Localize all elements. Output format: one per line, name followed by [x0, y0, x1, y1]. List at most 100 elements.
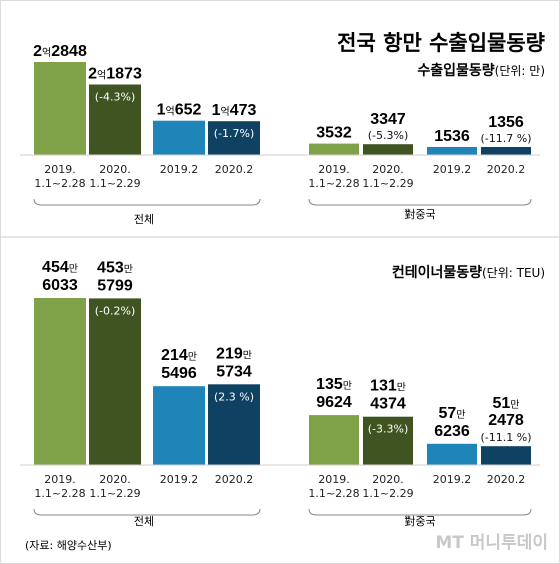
- group-bracket: [308, 198, 532, 206]
- value-label: 3347: [370, 111, 406, 128]
- value-label-part: 51: [493, 395, 511, 412]
- value-label-unit: 만: [124, 263, 133, 275]
- value-label-unit: 억: [166, 106, 175, 118]
- category-label-line: 2019.: [318, 163, 350, 176]
- main-title: 전국 항만 수출입물동량: [337, 31, 545, 55]
- category-label: 2019.2: [160, 473, 199, 486]
- value-label-top: 453만: [97, 259, 133, 276]
- value-label-top: 57만: [439, 405, 466, 422]
- category-label: 2019. 1.1~2.28: [34, 163, 85, 190]
- value-label-top: 454만: [42, 259, 78, 276]
- value-label-bottom: 5496: [161, 365, 197, 382]
- value-label-unit: 만: [397, 382, 406, 394]
- bar: [481, 446, 531, 465]
- value-label: 1536: [434, 128, 470, 145]
- category-label-line: 2019.2: [160, 473, 199, 486]
- bar: [89, 298, 141, 465]
- bar: [208, 384, 260, 465]
- value-label-part: 453: [97, 259, 124, 276]
- value-label-bottom: 9624: [316, 394, 352, 411]
- category-label: 2020. 1.1~2.29: [362, 473, 413, 500]
- value-label-unit: 만: [456, 409, 465, 421]
- value-label-top: 51만: [493, 395, 520, 412]
- category-label: 2020. 1.1~2.29: [89, 163, 140, 190]
- category-label-line: 2020.2: [487, 473, 526, 486]
- value-label-part: 57: [439, 405, 457, 422]
- bar: [427, 147, 477, 155]
- value-label-unit: 만: [343, 380, 352, 392]
- bar: [427, 443, 477, 465]
- bar: [34, 62, 86, 155]
- value-label-part: 1: [212, 102, 221, 119]
- value-label-top: 131만: [370, 378, 406, 395]
- group-bracket: [33, 508, 261, 516]
- source-note: (자료: 해양수산부): [25, 538, 112, 552]
- value-label-part: 454: [42, 259, 69, 276]
- value-label: 3532: [316, 125, 352, 142]
- category-label-line: 2019.: [44, 473, 76, 486]
- bar: [153, 120, 205, 155]
- category-label-line: 1.1~2.28: [308, 487, 359, 500]
- value-label-unit: 만: [243, 349, 252, 361]
- value-label-unit: 만: [510, 399, 519, 411]
- value-label: 2억1873: [88, 66, 142, 83]
- value-label-unit: 만: [188, 351, 197, 363]
- category-label-line: 2019.: [44, 163, 76, 176]
- value-label-part: 2848: [51, 43, 87, 60]
- bar: [208, 121, 260, 155]
- group-label-total: 전체: [134, 515, 154, 528]
- value-label-part: 2: [33, 43, 42, 60]
- change-label: (-11.1 %): [481, 431, 532, 444]
- value-label-unit: 억: [42, 47, 51, 59]
- category-label-line: 2020.: [372, 473, 404, 486]
- value-label-top: 219만: [216, 345, 252, 362]
- value-label-part: 652: [175, 102, 202, 119]
- change-label: (-11.7 %): [481, 132, 532, 145]
- value-label-top: 135만: [316, 376, 352, 393]
- category-label-line: 1.1~2.29: [89, 487, 140, 500]
- category-label-line: 1.1~2.29: [89, 177, 140, 190]
- category-label: 2020. 1.1~2.29: [362, 163, 413, 190]
- bar: [153, 386, 205, 465]
- group-label-china: 對중국: [404, 207, 435, 221]
- change-label: (-4.3%): [95, 91, 136, 104]
- category-label-line: 2020.2: [215, 473, 254, 486]
- category-label-line: 2019.2: [160, 163, 199, 176]
- value-label-part: 1: [157, 102, 166, 119]
- value-label-part: 131: [370, 378, 397, 395]
- category-label-line: 2020.: [99, 473, 131, 486]
- value-label: 1억652: [157, 102, 202, 119]
- category-label-line: 2019.2: [433, 473, 472, 486]
- group-bracket: [33, 198, 261, 206]
- value-label-unit: 억: [97, 70, 106, 82]
- value-label-part: 2: [88, 66, 97, 83]
- category-label-line: 1.1~2.28: [308, 177, 359, 190]
- category-label: 2020.2: [215, 473, 254, 486]
- category-label-line: 1.1~2.28: [34, 177, 85, 190]
- category-label: 2019. 1.1~2.28: [308, 163, 359, 190]
- category-label: 2019.2: [160, 163, 199, 176]
- bar: [309, 143, 359, 155]
- panel-title: 컨테이너물동량(단위: TEU): [392, 264, 545, 281]
- group-label-total: 전체: [134, 213, 154, 226]
- bar: [34, 298, 86, 465]
- panel-title-text: 수출입물동량: [417, 62, 494, 79]
- value-label-bottom: 5799: [97, 277, 133, 294]
- change-label: (-0.2%): [95, 304, 136, 317]
- value-label-part: 1873: [106, 66, 142, 83]
- value-label-part: 214: [161, 347, 188, 364]
- category-label: 2020.2: [487, 473, 526, 486]
- value-label-bottom: 2478: [488, 412, 524, 429]
- panel-unit: (단위: TEU): [482, 266, 545, 280]
- value-label: 1억473: [212, 102, 257, 119]
- category-label-line: 2019.2: [433, 163, 472, 176]
- value-label-bottom: 6236: [434, 423, 470, 440]
- bar: [481, 147, 531, 155]
- category-label-line: 2020.: [372, 163, 404, 176]
- bar: [363, 416, 413, 465]
- category-label: 2020.2: [215, 163, 254, 176]
- value-label-bottom: 6033: [42, 277, 78, 294]
- value-label-part: 135: [316, 376, 343, 393]
